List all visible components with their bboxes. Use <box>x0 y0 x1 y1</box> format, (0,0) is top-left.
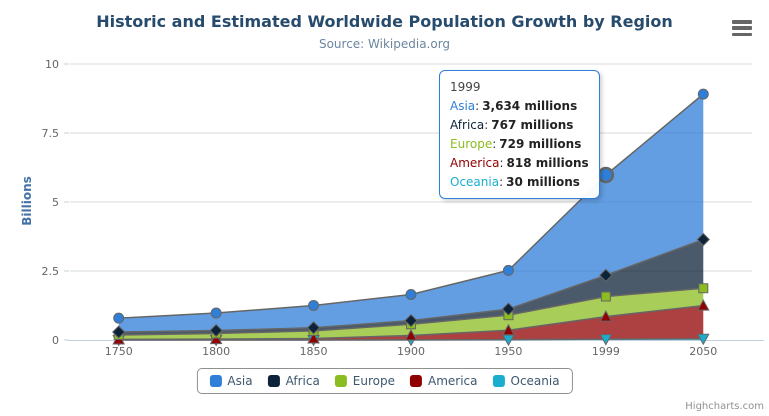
svg-text:10: 10 <box>45 58 59 71</box>
chart-subtitle: Source: Wikipedia.org <box>318 37 451 51</box>
legend-item-oceania[interactable]: Oceania <box>492 374 560 388</box>
legend-swatch <box>209 375 222 387</box>
svg-text:1900: 1900 <box>397 345 425 358</box>
svg-text:1950: 1950 <box>494 345 522 358</box>
svg-text:1800: 1800 <box>202 345 230 358</box>
hamburger-icon <box>732 20 752 24</box>
svg-text:2.5: 2.5 <box>42 265 60 278</box>
legend-swatch <box>492 375 505 387</box>
svg-text:2050: 2050 <box>689 345 717 358</box>
legend-label: America <box>428 374 478 388</box>
legend: Asia Africa Europe America Oceania <box>196 368 573 394</box>
legend-label: Oceania <box>510 374 560 388</box>
svg-text:1850: 1850 <box>300 345 328 358</box>
svg-text:7.5: 7.5 <box>42 127 60 140</box>
legend-item-america[interactable]: America <box>410 374 478 388</box>
legend-label: Asia <box>227 374 253 388</box>
svg-text:1999: 1999 <box>592 345 620 358</box>
y-axis-title: Billions <box>20 176 34 226</box>
legend-swatch <box>267 375 280 387</box>
hamburger-icon <box>732 26 752 30</box>
chart-title: Historic and Estimated Worldwide Populat… <box>96 12 673 31</box>
legend-item-europe[interactable]: Europe <box>334 374 396 388</box>
legend-swatch <box>410 375 423 387</box>
highcharts-credits-link[interactable]: Highcharts.com <box>685 401 764 412</box>
hamburger-icon <box>732 32 752 36</box>
legend-label: Europe <box>352 374 396 388</box>
legend-item-asia[interactable]: Asia <box>209 374 253 388</box>
legend-label: Africa <box>285 374 320 388</box>
svg-text:1750: 1750 <box>105 345 133 358</box>
legend-swatch <box>334 375 347 387</box>
legend-item-africa[interactable]: Africa <box>267 374 320 388</box>
svg-text:0: 0 <box>52 334 59 347</box>
svg-text:5: 5 <box>52 196 59 209</box>
export-menu-button[interactable] <box>732 20 752 36</box>
